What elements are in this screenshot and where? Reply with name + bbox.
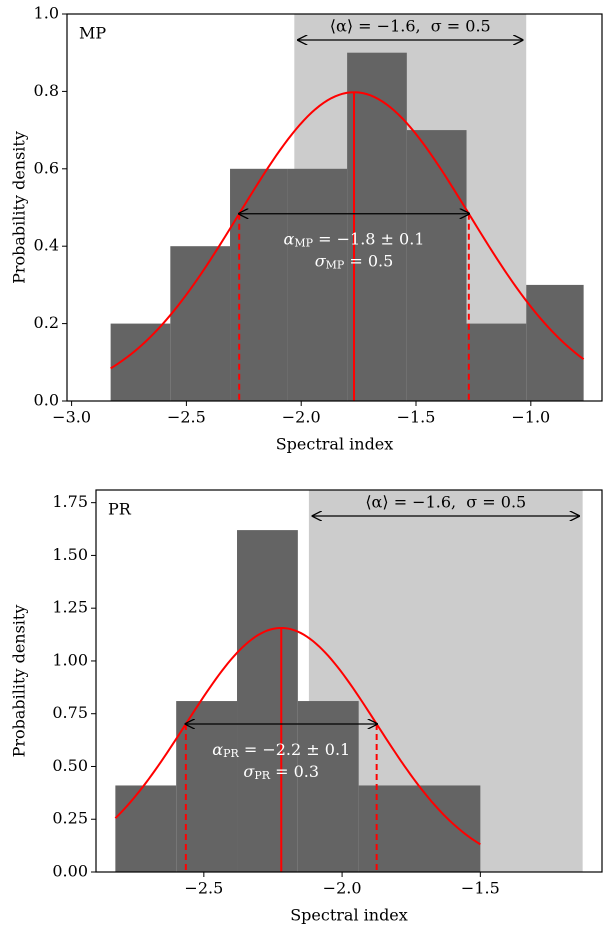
histogram-bar <box>526 284 584 401</box>
subscript: MP <box>326 259 345 272</box>
y-tick-label: 1.00 <box>52 650 88 669</box>
symbol: α <box>212 739 223 758</box>
y-tick-label: 1.25 <box>52 598 88 617</box>
histogram-bar <box>358 785 420 872</box>
x-tick-label: −1.5 <box>461 879 500 898</box>
y-tick-label: 0.50 <box>52 756 88 775</box>
subscript: PR <box>254 769 270 782</box>
panel-label: PR <box>108 500 132 519</box>
y-tick-label: 0.25 <box>52 809 88 828</box>
fit-curve <box>114 626 481 846</box>
x-axis-label: Spectral index <box>276 435 394 454</box>
histogram-bar <box>406 130 467 401</box>
annotation-text: = 0.5 <box>344 251 393 270</box>
x-tick-label: −2.5 <box>184 879 223 898</box>
x-tick-label: −2.5 <box>167 408 206 427</box>
x-tick-label: −2.0 <box>282 408 321 427</box>
panel-label: MP <box>79 24 106 43</box>
annotation-text: = −1.8 ± 0.1 <box>313 229 424 248</box>
histogram-bar <box>170 246 231 401</box>
histogram-bar <box>466 323 527 401</box>
histogram-bar <box>115 785 177 872</box>
y-axis-label: Probability density <box>10 605 29 758</box>
y-tick-label: 1.50 <box>52 545 88 564</box>
band-annotation: ⟨α⟩ = −1.6, σ = 0.5 <box>365 493 526 512</box>
fit-annotation: σPR = 0.3 <box>243 761 319 782</box>
fit-curve <box>110 91 585 370</box>
fit-annotation: αMP = −1.8 ± 0.1 <box>284 229 425 250</box>
y-axis-label: Probability density <box>10 131 29 284</box>
axes-frame <box>95 489 603 873</box>
subscript: MP <box>294 237 313 250</box>
fit-annotation: σMP = 0.5 <box>315 251 394 272</box>
fit-annotation: αPR = −2.2 ± 0.1 <box>212 739 350 760</box>
y-tick-label: 0.00 <box>52 862 88 881</box>
y-tick-label: 0.0 <box>34 391 59 410</box>
y-tick-label: 0.2 <box>34 313 59 332</box>
y-tick-label: 0.75 <box>52 703 88 722</box>
y-tick-label: 0.4 <box>34 236 59 255</box>
symbol: σ <box>243 761 255 780</box>
y-tick-label: 1.75 <box>52 492 88 511</box>
x-tick-label: −1.0 <box>511 408 550 427</box>
x-tick-label: −3.0 <box>52 408 91 427</box>
symbol: α <box>284 229 295 248</box>
histogram-bar <box>347 52 407 401</box>
annotation-text: = 0.3 <box>270 761 319 780</box>
x-tick-label: −1.5 <box>397 408 436 427</box>
y-tick-label: 0.6 <box>34 158 59 177</box>
x-axis-label: Spectral index <box>290 906 408 925</box>
symbol: σ <box>315 251 327 270</box>
histogram-bar <box>297 701 359 872</box>
annotation-text: = −2.2 ± 0.1 <box>239 739 350 758</box>
y-tick-label: 0.8 <box>34 81 59 100</box>
subscript: PR <box>223 747 239 760</box>
histogram-bar <box>287 168 348 401</box>
axes-frame <box>66 13 603 402</box>
histogram-bar <box>237 530 298 872</box>
y-tick-label: 1.0 <box>34 4 59 23</box>
x-tick-label: −2.0 <box>323 879 362 898</box>
band-annotation: ⟨α⟩ = −1.6, σ = 0.5 <box>330 17 491 36</box>
